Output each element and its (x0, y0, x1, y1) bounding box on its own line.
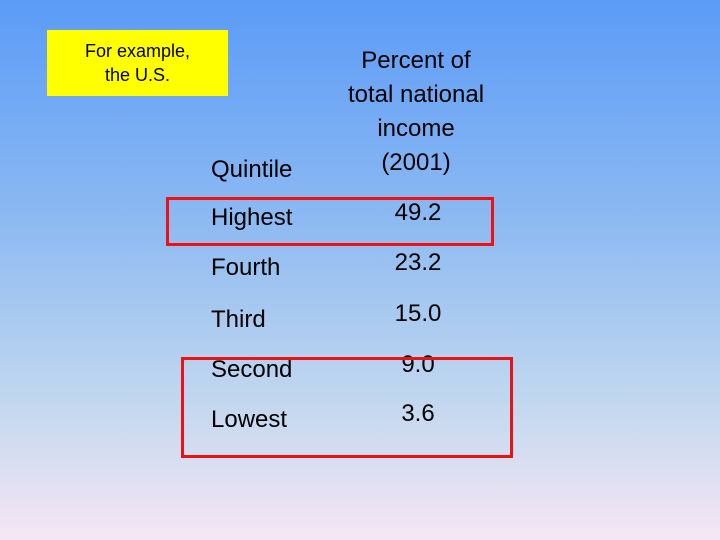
percent-header-line: Percent of (361, 47, 471, 74)
percent-header-line: total national (347, 81, 485, 108)
example-callout: For example, the U.S. (47, 30, 228, 96)
row-label-fourth: Fourth (211, 254, 281, 281)
row-label-lowest: Lowest (211, 406, 288, 433)
percent-header-line: (2001) (381, 149, 451, 176)
highlight-box-highest (166, 197, 494, 246)
row-value-highest: 49.2 (394, 199, 442, 226)
row-label-second: Second (211, 356, 293, 383)
callout-line-2: the U.S. (104, 65, 171, 85)
row-value-fourth: 23.2 (394, 249, 442, 276)
row-label-highest: Highest (211, 204, 293, 231)
quintile-header: Quintile (211, 156, 293, 183)
percent-income-header: Percent of total national income (2001) (330, 44, 502, 180)
row-label-third: Third (211, 306, 266, 333)
percent-header-line: income (377, 115, 455, 142)
row-value-second: 9.0 (401, 351, 435, 378)
row-value-third: 15.0 (394, 300, 442, 327)
row-value-lowest: 3.6 (401, 400, 435, 427)
callout-line-1: For example, (84, 41, 191, 61)
highlight-box-bottom-quintiles (181, 357, 513, 458)
